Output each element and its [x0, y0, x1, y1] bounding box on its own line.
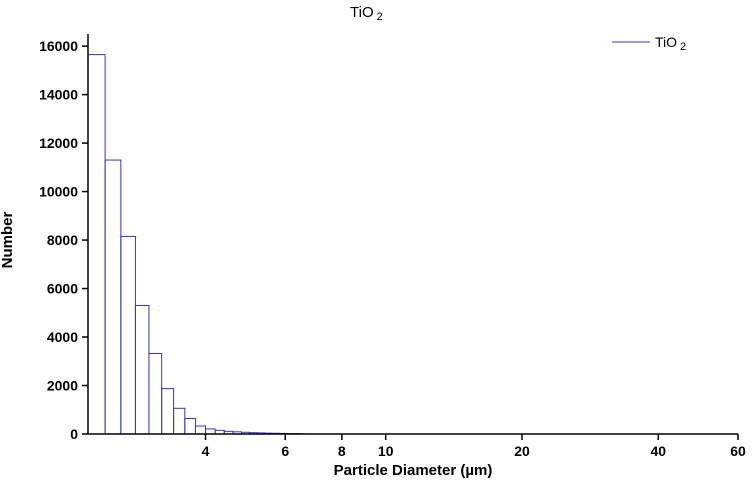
histogram-bar: [87, 54, 106, 435]
histogram-bar: [134, 305, 150, 435]
x-tick-label: 40: [650, 443, 666, 459]
x-tick-label: 10: [378, 443, 394, 459]
legend: TiO 2: [612, 34, 686, 53]
x-axis-title: Particle Diameter (µm): [334, 462, 493, 479]
axes: [87, 34, 738, 435]
x-tick-label: 8: [338, 443, 346, 459]
histogram-bar: [184, 417, 196, 435]
histogram-bar: [120, 235, 136, 435]
y-tick-label: 12000: [39, 135, 78, 151]
y-tick-label: 10000: [39, 184, 78, 200]
x-tick-label: 60: [730, 443, 746, 459]
histogram-bar: [148, 353, 163, 435]
y-tick-label: 4000: [47, 329, 78, 345]
x-tick-label: 6: [281, 443, 289, 459]
y-tick-label: 2000: [47, 378, 78, 394]
plot-area: [87, 54, 305, 435]
y-tick-label: 16000: [39, 38, 78, 54]
y-tick-label: 8000: [47, 232, 78, 248]
legend-label-tio2: TiO 2: [655, 34, 686, 53]
x-tick-label: 4: [202, 443, 210, 459]
histogram-bar: [173, 407, 186, 435]
x-tick-label: 20: [514, 443, 530, 459]
y-axis-title: Number: [0, 212, 16, 269]
chart-title: TiO 2: [350, 4, 383, 23]
histogram-bar: [161, 388, 175, 435]
y-tick-label: 6000: [47, 281, 78, 297]
y-tick-label: 14000: [39, 87, 78, 103]
x-ticks: 4 6 8 10 20 40 60: [202, 434, 746, 459]
y-ticks: 0 2000 4000 6000 8000 10000 12000 14000 16000: [39, 38, 88, 442]
histogram-bar: [194, 425, 207, 435]
y-tick-label: 0: [70, 426, 78, 442]
histogram-bar: [205, 428, 216, 435]
histogram-bar: [104, 159, 122, 435]
